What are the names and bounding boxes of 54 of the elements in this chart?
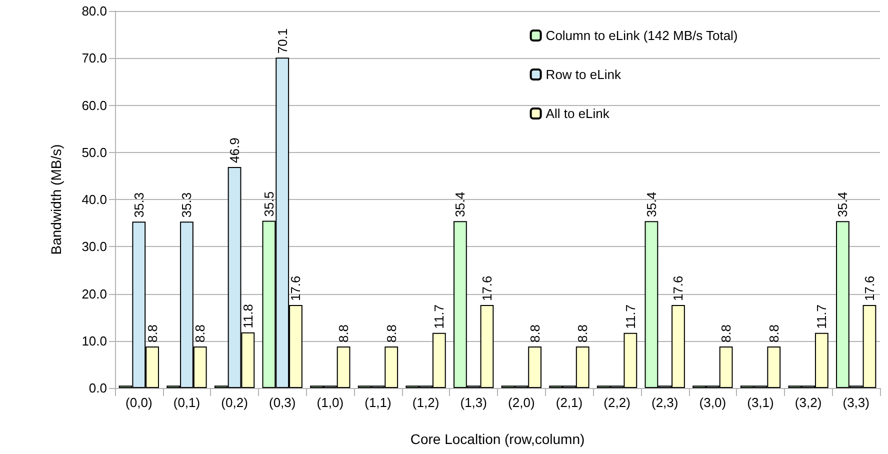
data-label: 8.8 <box>718 324 734 343</box>
data-label: 35.4 <box>835 192 850 218</box>
data-label: 8.8 <box>336 324 352 343</box>
y-axis-title: Bandwidth (MB/s) <box>48 144 64 255</box>
x-tick-label: (3,1) <box>747 395 774 410</box>
data-label: 35.3 <box>131 192 146 218</box>
data-label: 8.8 <box>384 324 399 343</box>
x-tick-label: (0,0) <box>126 395 152 410</box>
data-label: 11.7 <box>622 304 638 329</box>
x-tick-label: (3,3) <box>842 395 870 410</box>
data-label: 35.4 <box>452 192 468 218</box>
data-label: 8.8 <box>527 324 542 343</box>
x-axis-title: Core Localtion (row,column) <box>410 431 585 447</box>
data-label: 17.6 <box>479 276 494 302</box>
x-tick-label: (3,0) <box>699 395 726 410</box>
data-label: 17.6 <box>670 276 686 302</box>
x-tick-label: (1,3) <box>460 395 487 410</box>
data-label: 35.3 <box>179 192 194 218</box>
data-label: 8.8 <box>192 324 208 343</box>
data-label: 8.8 <box>144 324 160 343</box>
data-label: 35.5 <box>261 191 276 217</box>
data-label: 8.8 <box>575 324 590 343</box>
legend-label: All to eLink <box>546 106 610 121</box>
legend-label: Column to eLink (142 MB/s Total) <box>546 28 738 43</box>
x-tick-label: (2,2) <box>604 395 630 410</box>
y-tick-label: 50.0 <box>82 144 107 160</box>
y-tick-label: 70.0 <box>82 50 107 66</box>
y-tick-label: 0.0 <box>88 380 107 396</box>
x-tick-label: (3,2) <box>794 395 822 410</box>
y-tick-label: 10.0 <box>82 333 107 348</box>
data-label: 70.1 <box>274 28 290 54</box>
x-tick-label: (2,3) <box>651 395 678 410</box>
x-tick-label: (1,2) <box>412 395 440 410</box>
x-tick-label: (0,1) <box>173 395 200 410</box>
x-tick-label: (1,1) <box>364 395 392 410</box>
data-label: 11.7 <box>814 304 830 329</box>
legend-label: Row to eLink <box>546 67 622 82</box>
y-tick-label: 60.0 <box>82 98 107 113</box>
y-tick-label: 30.0 <box>82 239 107 254</box>
y-tick-label: 80.0 <box>82 4 107 18</box>
data-label: 35.4 <box>644 192 659 218</box>
x-tick-label: (0,2) <box>221 395 248 410</box>
y-tick-label: 40.0 <box>82 192 107 207</box>
data-label: 8.8 <box>766 324 782 343</box>
x-tick-label: (1,0) <box>316 395 344 410</box>
data-label: 11.7 <box>432 304 447 329</box>
x-tick-label: (2,1) <box>556 395 583 410</box>
x-tick-label: (0,3) <box>268 395 296 410</box>
data-label: 46.9 <box>227 138 242 163</box>
data-label: 17.6 <box>288 276 304 302</box>
y-tick-label: 20.0 <box>82 286 107 302</box>
x-tick-label: (2,0) <box>508 395 535 410</box>
data-label: 17.6 <box>862 276 877 302</box>
data-label: 11.8 <box>240 304 256 328</box>
